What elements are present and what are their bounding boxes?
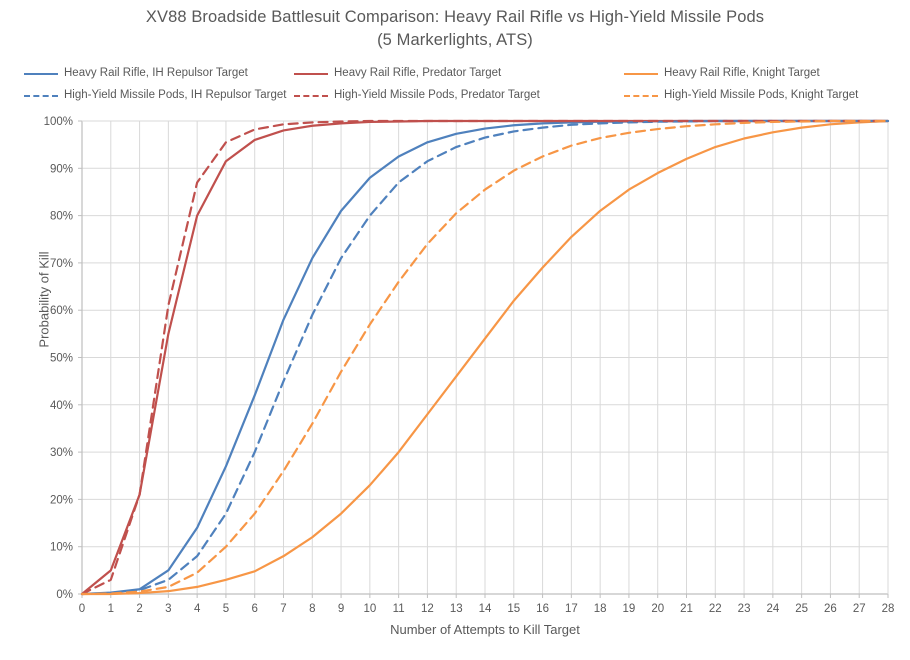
y-tick-label: 80% (50, 211, 73, 223)
x-tick-label: 17 (565, 603, 578, 615)
legend-swatch-icon (294, 90, 328, 101)
x-tick-label: 12 (421, 603, 434, 615)
x-tick-label: 23 (738, 603, 751, 615)
y-axis-ticks: 0% 10% 20% 30% 40% 50% 60% 70% 80% 90% 100% (44, 116, 82, 601)
x-tick-label: 22 (709, 603, 722, 615)
gridlines (81, 120, 889, 595)
x-tick-label: 13 (450, 603, 463, 615)
legend-item: Heavy Rail Rifle, IH Repulsor Target (24, 62, 294, 84)
chart-title: XV88 Broadside Battlesuit Comparison: He… (0, 6, 910, 52)
y-tick-label: 20% (50, 494, 73, 506)
x-tick-label: 3 (165, 603, 171, 615)
x-tick-label: 10 (363, 603, 376, 615)
x-tick-label: 27 (853, 603, 866, 615)
series-line (80, 119, 890, 596)
x-tick-label: 7 (280, 603, 286, 615)
legend-swatch-icon (624, 68, 658, 79)
series-line (80, 119, 890, 596)
y-tick-label: 30% (50, 447, 73, 459)
x-tick-label: 28 (882, 603, 895, 615)
chart-title-line-1: XV88 Broadside Battlesuit Comparison: He… (145, 8, 765, 26)
y-tick-label: 90% (50, 163, 73, 175)
legend-swatch-icon (24, 90, 58, 101)
y-tick-label: 40% (50, 400, 73, 412)
x-tick-label: 1 (108, 603, 114, 615)
x-tick-label: 14 (479, 603, 492, 615)
x-tick-label: 24 (766, 603, 779, 615)
x-tick-label: 21 (680, 603, 693, 615)
x-tick-label: 2 (136, 603, 142, 615)
chart-legend: Heavy Rail Rifle, IH Repulsor Target Heav… (24, 62, 890, 106)
x-axis-ticks: 0 1 2 3 4 5 6 7 8 9 10 11 12 13 14 15 16 17 18 19 20 21 22 23 24… (79, 594, 895, 615)
legend-swatch-icon (624, 90, 658, 101)
legend-item: Heavy Rail Rifle, Predator Target (294, 62, 624, 84)
y-tick-label: 70% (50, 258, 73, 270)
y-axis-label: Probability of Kill (36, 251, 52, 348)
x-tick-label: 8 (309, 603, 315, 615)
y-tick-label: 100% (44, 116, 73, 128)
legend-item-label: High-Yield Missile Pods, Predator Target (334, 89, 540, 101)
x-tick-label: 19 (623, 603, 636, 615)
legend-item: High-Yield Missile Pods, Knight Target (624, 84, 890, 106)
x-tick-label: 11 (393, 603, 405, 615)
y-tick-label: 60% (50, 305, 73, 317)
legend-item: High-Yield Missile Pods, Predator Target (294, 84, 624, 106)
legend-item-label: High-Yield Missile Pods, IH Repulsor Tar… (64, 89, 287, 101)
legend-item-label: Heavy Rail Rifle, IH Repulsor Target (64, 67, 248, 79)
legend-item-label: Heavy Rail Rifle, Knight Target (664, 67, 820, 79)
x-tick-label: 5 (223, 603, 229, 615)
legend-swatch-icon (294, 68, 328, 79)
legend-swatch-icon (24, 68, 58, 79)
x-tick-label: 26 (824, 603, 837, 615)
x-tick-label: 20 (651, 603, 664, 615)
series-line (80, 119, 890, 596)
x-tick-label: 0 (79, 603, 85, 615)
legend-item-label: Heavy Rail Rifle, Predator Target (334, 67, 502, 79)
x-tick-label: 6 (252, 603, 258, 615)
x-tick-label: 18 (594, 603, 607, 615)
legend-item: High-Yield Missile Pods, IH Repulsor Tar… (24, 84, 294, 106)
legend-item-label: High-Yield Missile Pods, Knight Target (664, 89, 859, 101)
series-group (80, 119, 890, 596)
x-tick-label: 15 (507, 603, 520, 615)
x-tick-label: 4 (194, 603, 201, 615)
x-axis-label: Number of Attempts to Kill Target (390, 622, 580, 637)
y-tick-label: 0% (56, 589, 73, 601)
chart-subtitle: (5 Markerlights, ATS) (377, 31, 533, 49)
x-tick-label: 9 (338, 603, 344, 615)
x-tick-label: 25 (795, 603, 808, 615)
legend-item: Heavy Rail Rifle, Knight Target (624, 62, 890, 84)
y-tick-label: 10% (50, 542, 73, 554)
x-tick-label: 16 (536, 603, 549, 615)
y-tick-label: 50% (50, 353, 73, 365)
